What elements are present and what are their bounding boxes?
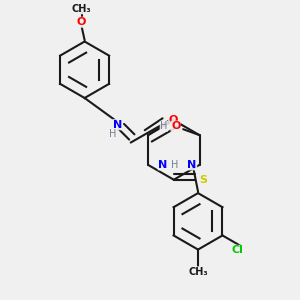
Text: H: H (171, 160, 178, 170)
Text: H: H (109, 129, 116, 139)
Text: N: N (113, 120, 122, 130)
Text: O: O (171, 121, 180, 131)
Text: Cl: Cl (232, 245, 244, 255)
Text: O: O (77, 17, 86, 27)
Text: CH₃: CH₃ (72, 4, 92, 14)
Text: S: S (200, 175, 208, 185)
Text: N: N (188, 160, 197, 170)
Text: CH₃: CH₃ (188, 267, 208, 277)
Text: H: H (160, 121, 167, 131)
Text: N: N (158, 160, 167, 170)
Text: O: O (169, 115, 178, 125)
